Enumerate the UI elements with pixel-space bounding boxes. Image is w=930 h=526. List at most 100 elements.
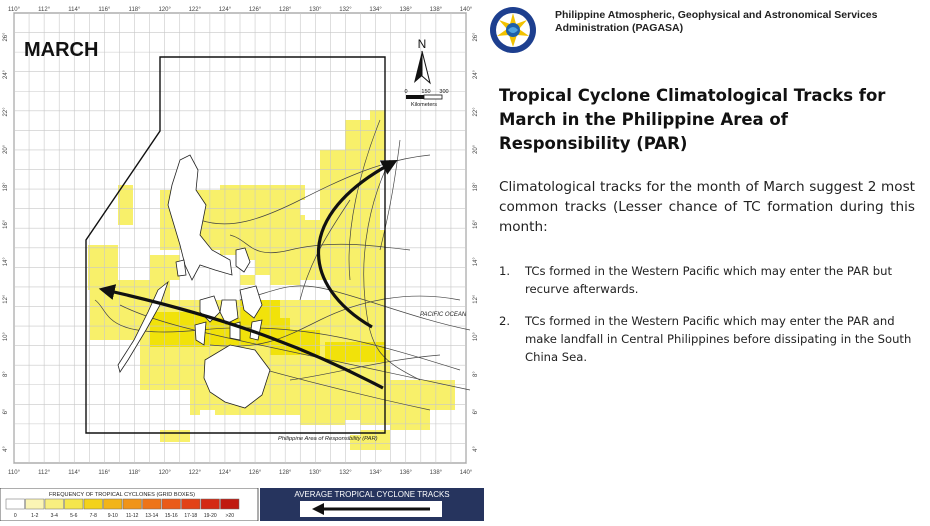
longitude-tick-label: 140° xyxy=(460,470,473,476)
month-label: MARCH xyxy=(24,39,98,61)
latitude-tick-label: 14° xyxy=(3,257,9,267)
frequency-bins: 0 1-2 3-4 5-6 7-8 9-10 11-12 13-14 15-16 17-18 19-… xyxy=(5,498,240,519)
frequency-bin-swatch xyxy=(161,498,181,510)
north-arrow: N xyxy=(414,37,431,85)
frequency-legend-title: FREQUENCY OF TROPICAL CYCLONES (GRID BOX… xyxy=(49,492,195,498)
map-legend: FREQUENCY OF TROPICAL CYCLONES (GRID BOX… xyxy=(0,487,484,522)
frequency-bin-swatch xyxy=(200,498,220,510)
list-item: 2. TCs formed in the Western Pacific whi… xyxy=(499,312,919,366)
longitude-tick-label: 114° xyxy=(68,470,81,476)
list-item-text: TCs formed in the Western Pacific which … xyxy=(525,314,912,364)
longitude-tick-label: 118° xyxy=(129,7,142,13)
individual-cyclone-tracks xyxy=(94,119,471,411)
latitude-tick-label: 12° xyxy=(473,294,479,304)
frequency-bin-label: 3-4 xyxy=(51,513,58,519)
average-tracks-legend-title: AVERAGE TROPICAL CYCLONE TRACKS xyxy=(294,490,449,499)
longitude-tick-label: 110° xyxy=(8,7,21,13)
longitude-tick-label: 128° xyxy=(279,7,292,13)
longitude-tick-labels: 110° 110° 112° 112° 114° 114° 116° 116° 118° 118°… xyxy=(8,7,473,476)
frequency-bin-swatch xyxy=(44,498,64,510)
list-item-number: 2. xyxy=(499,314,511,328)
longitude-tick-label: 114° xyxy=(68,7,81,13)
frequency-bin-swatch xyxy=(122,498,142,510)
longitude-tick-label: 112° xyxy=(38,470,51,476)
latitude-tick-label: 10° xyxy=(473,332,479,342)
longitude-tick-label: 134° xyxy=(369,470,382,476)
latitude-tick-label: 8° xyxy=(473,371,479,377)
frequency-bin-swatch xyxy=(220,498,240,510)
longitude-tick-label: 122° xyxy=(189,470,202,476)
frequency-bin-label: >20 xyxy=(226,513,235,519)
longitude-tick-label: 130° xyxy=(309,470,322,476)
par-label: Philippine Area of Responsibility (PAR) xyxy=(278,436,378,442)
frequency-bin-label: 17-18 xyxy=(184,513,197,519)
tc-track-map: 110° 110° 112° 112° 114° 114° 116° 116° 118° 118°… xyxy=(0,0,484,487)
north-label: N xyxy=(418,37,427,51)
longitude-tick-label: 140° xyxy=(460,7,473,13)
climatology-map-panel: 110° 110° 112° 112° 114° 114° 116° 116° 118° 118°… xyxy=(0,0,484,487)
intro-paragraph: Climatological tracks for the month of M… xyxy=(499,179,915,235)
north-arrow-icon xyxy=(414,51,422,83)
longitude-tick-label: 118° xyxy=(129,470,142,476)
ocean-label: PACIFIC OCEAN xyxy=(420,312,467,318)
longitude-tick-label: 138° xyxy=(430,470,443,476)
latitude-tick-label: 12° xyxy=(3,294,9,304)
longitude-tick-label: 120° xyxy=(158,7,171,13)
latitude-tick-label: 10° xyxy=(3,332,9,342)
average-tracks xyxy=(98,159,398,390)
longitude-tick-label: 126° xyxy=(249,7,262,13)
frequency-bin-label: 5-6 xyxy=(70,513,77,519)
frequency-bin-label: 7-8 xyxy=(90,513,97,519)
longitude-tick-label: 116° xyxy=(98,470,111,476)
longitude-tick-label: 138° xyxy=(430,7,443,13)
philippines-landmass xyxy=(117,154,271,409)
latitude-tick-label: 26° xyxy=(473,32,479,42)
frequency-bin-label: 15-16 xyxy=(165,513,178,519)
frequency-bin-swatch xyxy=(5,498,25,510)
list-item-number: 1. xyxy=(499,264,511,278)
list-item-text: TCs formed in the Western Pacific which … xyxy=(525,264,893,296)
legend-graphic: FREQUENCY OF TROPICAL CYCLONES (GRID BOX… xyxy=(0,487,484,522)
longitude-tick-label: 132° xyxy=(339,7,352,13)
longitude-tick-label: 132° xyxy=(339,470,352,476)
recurving-track-arrow xyxy=(316,159,398,329)
longitude-tick-label: 134° xyxy=(369,7,382,13)
latitude-tick-label: 16° xyxy=(473,219,479,229)
longitude-tick-label: 136° xyxy=(400,7,413,13)
latitude-tick-label: 6° xyxy=(3,408,9,414)
frequency-bin-label: 19-20 xyxy=(204,513,217,519)
latitude-tick-label: 6° xyxy=(473,408,479,414)
agency-name: Philippine Atmospheric, Geophysical and … xyxy=(555,9,878,34)
slide-title: Tropical Cyclone Climatological Tracks f… xyxy=(499,86,886,153)
frequency-bin-swatch xyxy=(142,498,162,510)
longitude-tick-label: 124° xyxy=(219,470,232,476)
frequency-bin-label: 11-12 xyxy=(126,513,139,519)
landfall-track-arrow xyxy=(98,284,384,390)
frequency-bin-swatch xyxy=(64,498,84,510)
latitude-tick-label: 14° xyxy=(473,257,479,267)
frequency-bin-swatch xyxy=(83,498,103,510)
frequency-bin-label: 0 xyxy=(14,513,17,519)
list-item: 1. TCs formed in the Western Pacific whi… xyxy=(499,262,919,298)
svg-text:300: 300 xyxy=(439,89,448,95)
par-boundary xyxy=(85,56,386,434)
longitude-tick-label: 130° xyxy=(309,7,322,13)
frequency-bin-swatch xyxy=(103,498,123,510)
latitude-tick-label: 4° xyxy=(3,446,9,452)
pagasa-logo xyxy=(490,7,536,53)
svg-text:150: 150 xyxy=(421,89,430,95)
frequency-bin-swatch xyxy=(181,498,201,510)
latitude-tick-label: 20° xyxy=(473,144,479,154)
latitude-tick-label: 24° xyxy=(473,69,479,79)
scale-bar: 0 150 300 Kilometers xyxy=(404,89,448,108)
latitude-tick-label: 8° xyxy=(3,371,9,377)
longitude-tick-label: 110° xyxy=(8,470,21,476)
frequency-bin-label: 1-2 xyxy=(31,513,38,519)
frequency-bin-swatch xyxy=(25,498,45,510)
longitude-tick-label: 128° xyxy=(279,470,292,476)
longitude-tick-label: 120° xyxy=(158,470,171,476)
longitude-tick-label: 124° xyxy=(219,7,232,13)
latitude-tick-label: 22° xyxy=(3,107,9,117)
latitude-tick-label: 26° xyxy=(3,32,9,42)
latitude-tick-label: 18° xyxy=(473,182,479,192)
